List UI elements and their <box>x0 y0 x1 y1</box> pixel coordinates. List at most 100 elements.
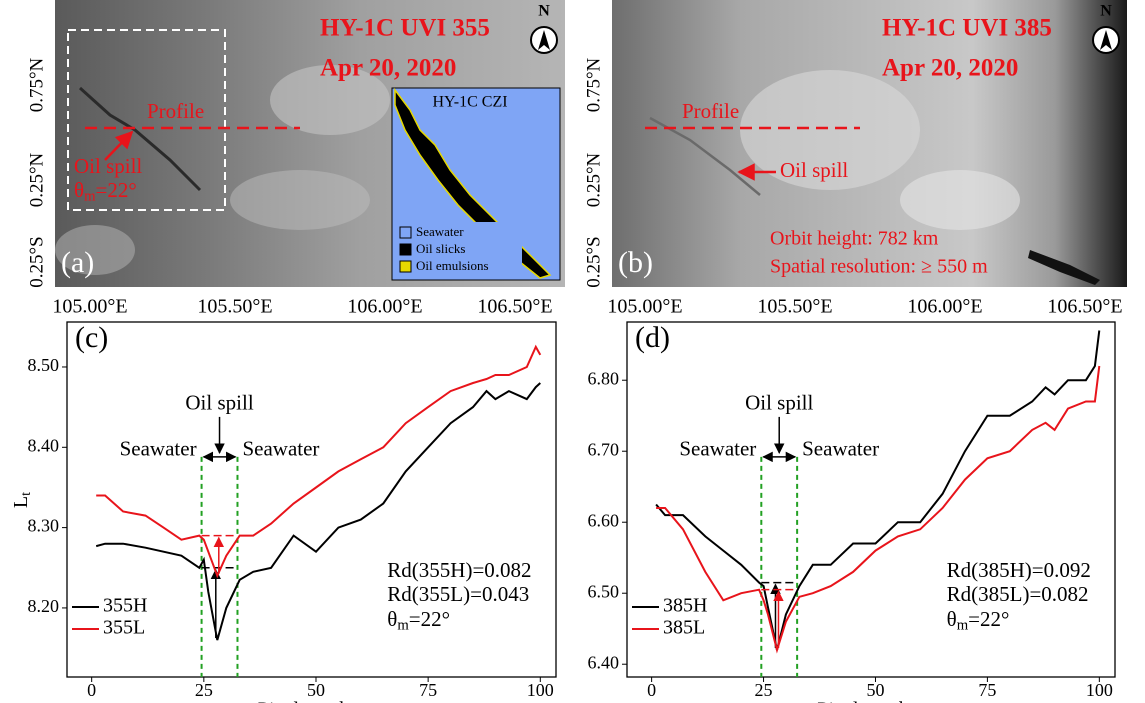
rd-label: Rd(385H)=0.092 <box>947 558 1091 582</box>
image-b <box>612 0 1127 287</box>
panel-label: (c) <box>75 321 108 354</box>
text-part: =22° <box>409 607 450 631</box>
legend-swatch <box>399 260 412 273</box>
annotation: Seawater <box>679 437 756 461</box>
y-tick-label: 8.40 <box>28 435 60 455</box>
image-title: HY-1C UVI 355 <box>320 15 490 42</box>
panel-label: (d) <box>635 321 670 354</box>
oil-spill-label: Oil spill <box>74 154 142 178</box>
y-tick-label: 0.25°N <box>26 152 47 207</box>
north-arrow <box>538 30 550 50</box>
legend-label: 355H <box>103 595 147 617</box>
plot-frame <box>626 321 1116 678</box>
text-part: L <box>10 496 32 508</box>
cloud <box>900 170 1020 230</box>
cloud <box>230 170 370 230</box>
panel-label: (a) <box>61 246 94 279</box>
x-tick-label: 25 <box>755 680 773 700</box>
annotation: Seawater <box>802 437 879 461</box>
subscript: m <box>397 618 409 634</box>
x-tick-label: 50 <box>307 680 325 700</box>
legend-label: 355L <box>103 617 145 639</box>
x-tick-label: 0 <box>87 680 96 700</box>
y-tick-label: 8.30 <box>28 516 60 536</box>
legend-label: 385H <box>663 595 707 617</box>
subscript: m <box>84 189 96 205</box>
cloud <box>270 65 390 135</box>
x-tick-label: 75 <box>419 680 437 700</box>
theta-label: θm=22° <box>74 178 137 205</box>
inset-slick <box>394 87 552 279</box>
image-date: Apr 20, 2020 <box>320 55 456 82</box>
series-line <box>656 365 1101 654</box>
x-tick-label: 105.50°E <box>197 296 272 318</box>
plot-frame <box>66 321 557 678</box>
y-tick-label: 0.25°S <box>26 236 47 287</box>
annotation: Seawater <box>242 437 319 461</box>
dark-slick <box>1028 250 1100 285</box>
cloud <box>55 225 135 275</box>
x-tick-label: 106.00°E <box>907 296 982 318</box>
rd-label: Rd(355H)=0.082 <box>387 558 531 582</box>
series-line <box>96 344 542 579</box>
north-arrow <box>1100 30 1112 50</box>
legend-label: Oil emulsions <box>416 258 489 273</box>
x-tick-label: 106.50°E <box>477 296 552 318</box>
x-axis-label: Pixel number <box>817 699 925 703</box>
north-label: N <box>1100 3 1112 20</box>
y-tick-label: 6.70 <box>588 439 620 459</box>
x-tick-label: 105.50°E <box>757 296 832 318</box>
image-a <box>55 0 565 287</box>
x-tick-label: 106.00°E <box>347 296 422 318</box>
legend-swatch <box>399 243 412 256</box>
x-tick-label: 0 <box>647 680 656 700</box>
text-part: θ <box>387 607 397 631</box>
profile-label: Profile <box>682 99 739 123</box>
oil-slick <box>78 86 202 192</box>
rd-label: Rd(385L)=0.082 <box>947 582 1089 606</box>
legend-label: Oil slicks <box>416 241 465 256</box>
y-tick-label: 8.20 <box>28 596 60 616</box>
y-axis-label: Lt <box>10 492 35 508</box>
series-line <box>95 382 541 641</box>
image-date: Apr 20, 2020 <box>882 55 1018 82</box>
annotation: Oil spill <box>185 391 253 415</box>
inset-legend <box>396 222 522 276</box>
text-part: θ <box>74 178 84 202</box>
theta-label: θm=22° <box>947 607 1010 634</box>
inset-title: HY-1C CZI <box>432 94 507 111</box>
arrow <box>104 130 134 161</box>
y-tick-label: 0.75°N <box>26 57 47 112</box>
subscript: m <box>957 618 969 634</box>
study-box <box>67 29 226 211</box>
y-tick-label: 6.80 <box>588 368 620 388</box>
text-part: =22° <box>96 178 137 202</box>
north-label: N <box>538 3 550 20</box>
rd-label: Rd(355L)=0.043 <box>387 582 529 606</box>
y-tick-label: 6.50 <box>588 581 620 601</box>
y-tick-label: 6.40 <box>588 652 620 672</box>
x-tick-label: 50 <box>866 680 884 700</box>
legend-label: Seawater <box>416 224 464 239</box>
legend-label: 385L <box>663 617 705 639</box>
x-tick-label: 25 <box>195 680 213 700</box>
y-tick-label: 0.25°S <box>583 236 604 287</box>
note: Orbit height: 782 km <box>770 228 939 250</box>
annotation: Oil spill <box>745 391 813 415</box>
subscript: t <box>19 492 34 496</box>
note: Spatial resolution: ≥ 550 m <box>770 256 988 278</box>
theta-label: θm=22° <box>387 607 450 634</box>
series-line <box>655 330 1101 651</box>
text-part: =22° <box>968 607 1009 631</box>
text-part: θ <box>947 607 957 631</box>
x-tick-label: 105.00°E <box>52 296 127 318</box>
legend-swatch <box>399 226 412 239</box>
panel-label: (b) <box>618 246 653 279</box>
y-tick-label: 0.25°N <box>583 152 604 207</box>
x-tick-label: 75 <box>978 680 996 700</box>
y-tick-label: 6.60 <box>588 510 620 530</box>
oil-spill-label: Oil spill <box>780 158 848 182</box>
annotation: Seawater <box>120 437 197 461</box>
x-axis-label: Pixel number <box>258 699 366 703</box>
